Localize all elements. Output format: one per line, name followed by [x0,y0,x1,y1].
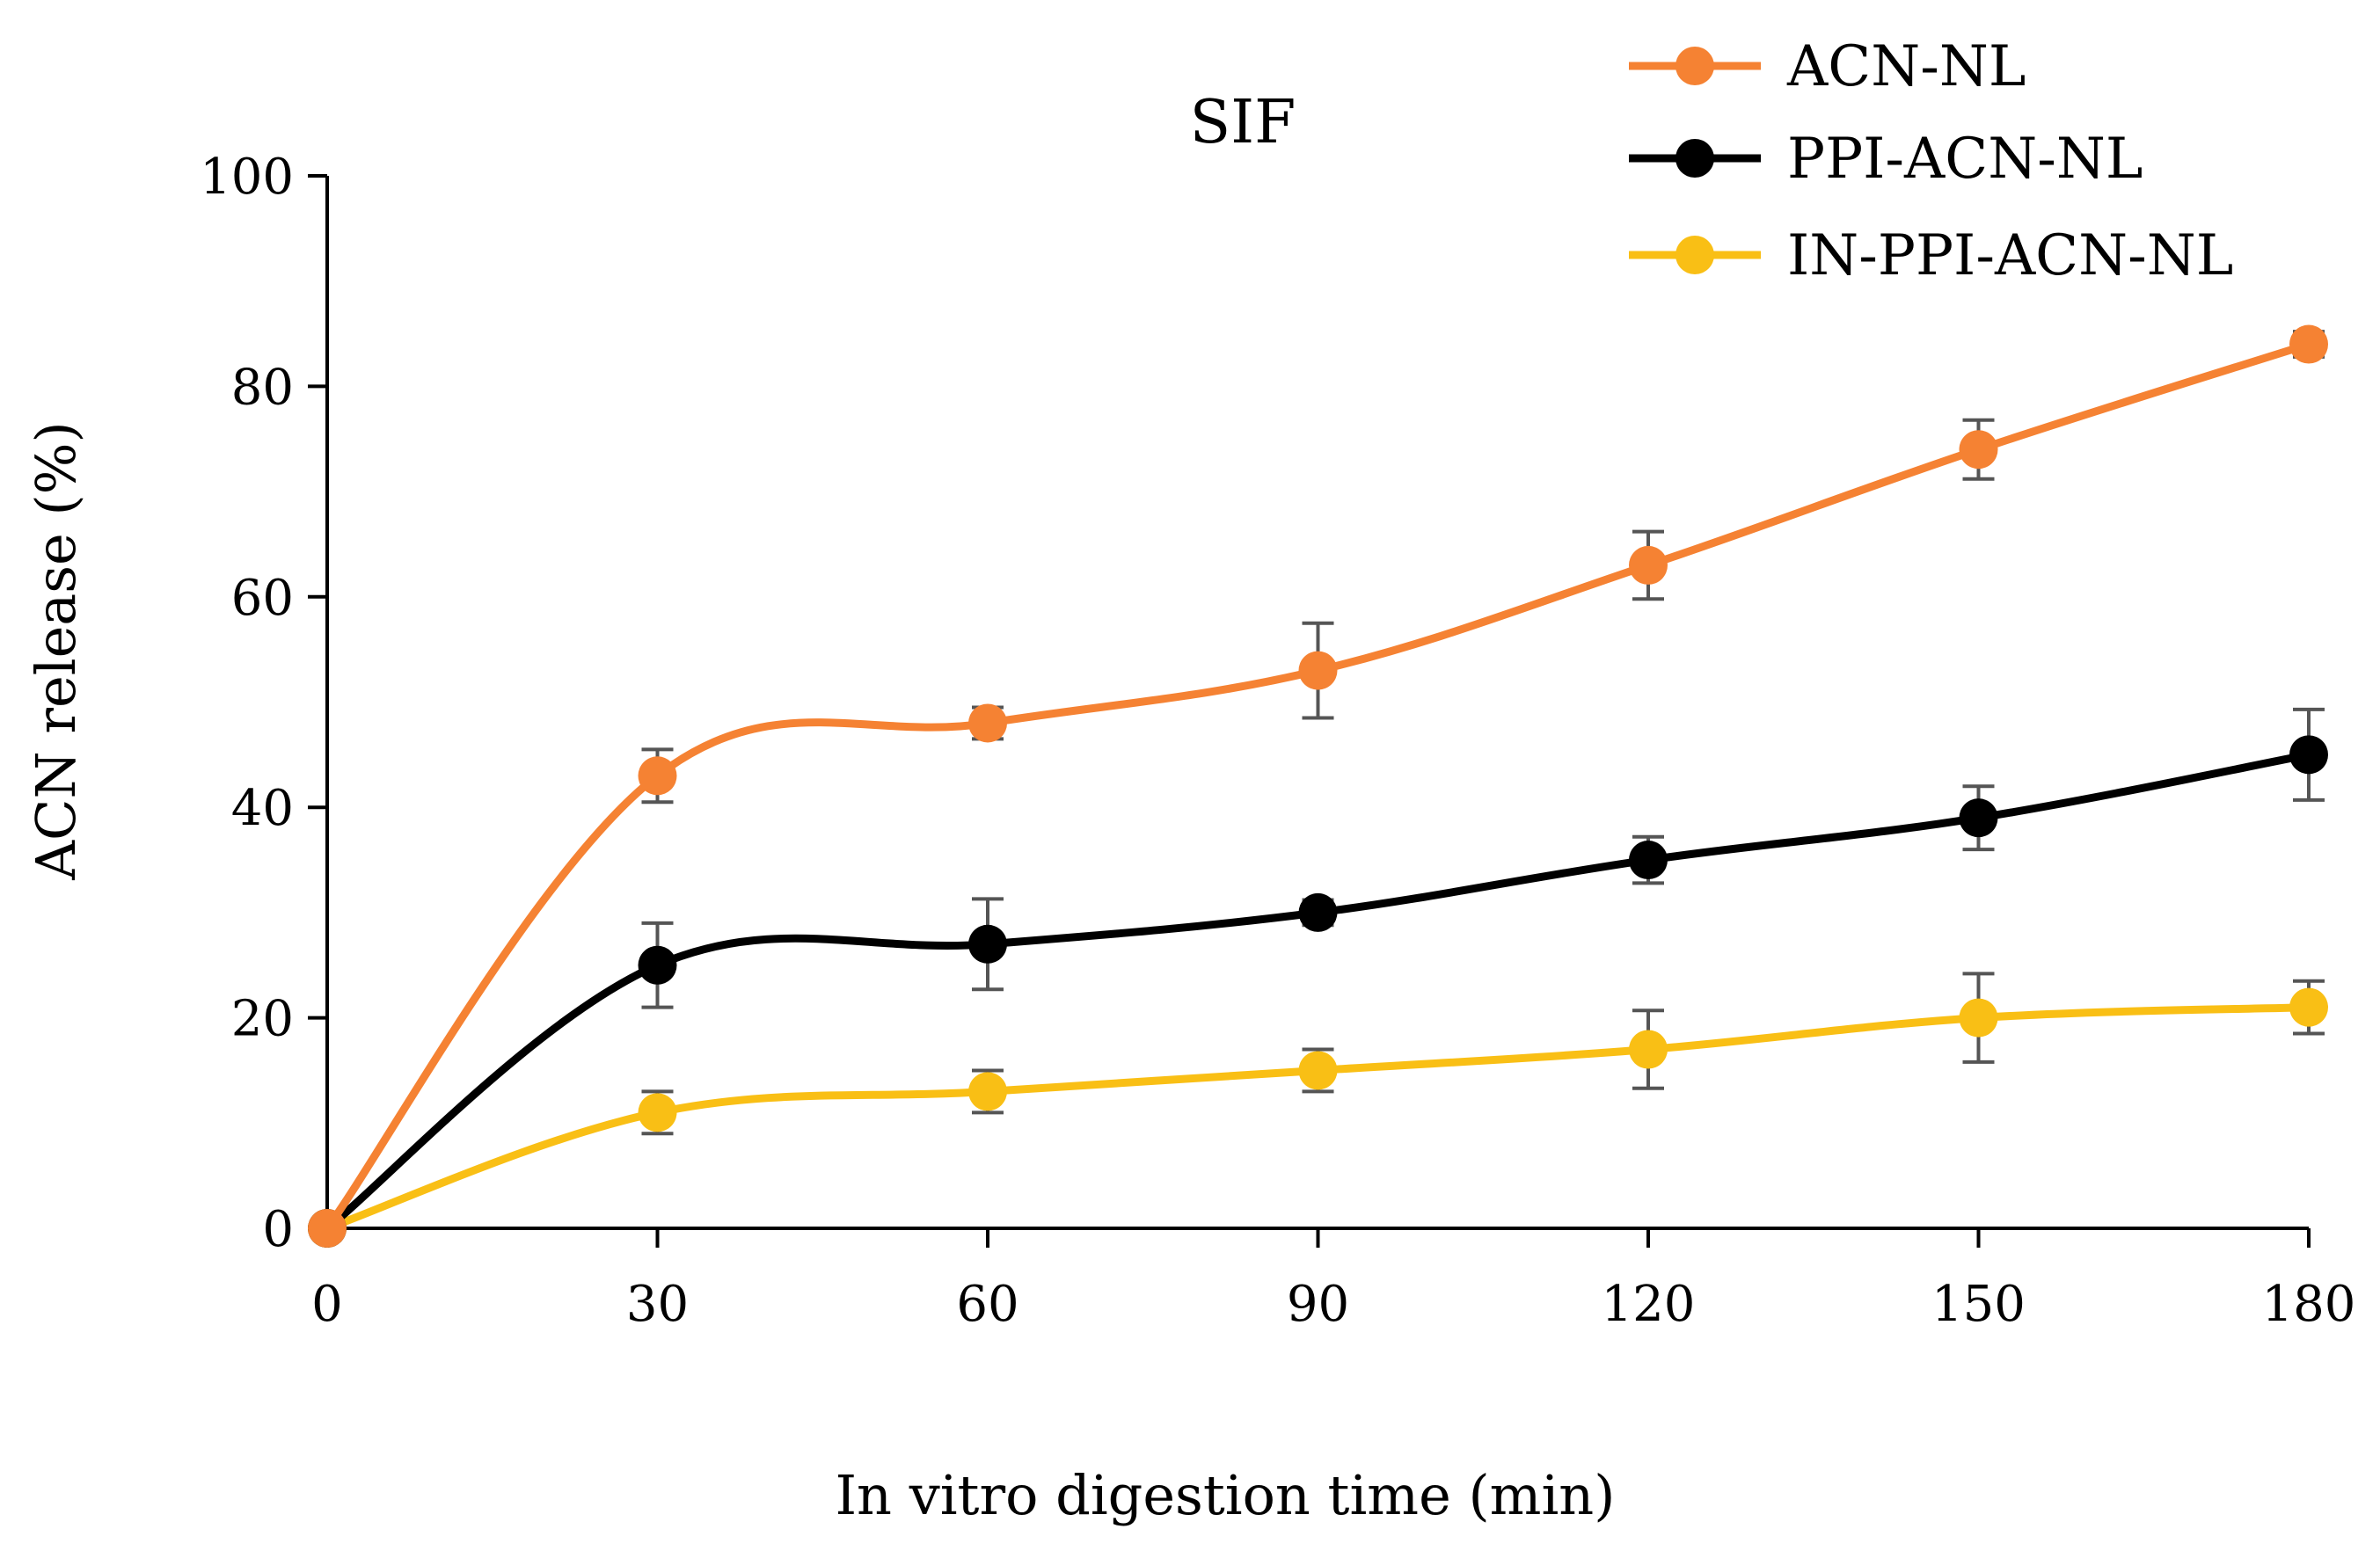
x-tick-label: 0 [311,1276,343,1333]
y-tick-label: 100 [200,149,294,206]
ticks: 0 20 40 60 80 100 0 30 60 90 120 150 180 [200,149,2355,1333]
y-tick-label: 0 [262,1201,294,1258]
data-point [1959,998,1998,1038]
y-tick-label: 40 [231,780,294,837]
data-point [638,1093,677,1132]
data-point [968,924,1007,964]
data-point [968,1072,1007,1111]
legend-label: ACN-NL [1786,34,2026,99]
x-tick-label: 150 [1931,1276,2026,1333]
series-line [325,750,2310,1232]
y-tick-label: 80 [231,359,294,416]
series-in-ppi-acn-nl [308,972,2328,1248]
series-acn-nl [308,324,2328,1248]
data-point [638,756,677,796]
legend-item-ppi-acn-nl: PPI-ACN-NL [1629,127,2143,192]
legend-item-in-ppi-acn-nl: IN-PPI-ACN-NL [1629,223,2233,288]
legend-swatch-marker [1675,47,1714,85]
legend-label: PPI-ACN-NL [1787,127,2143,192]
chart-title: SIF [1190,88,1296,157]
data-point [638,945,677,985]
data-point [2289,987,2328,1027]
x-tick-label: 60 [956,1276,1018,1333]
x-tick-label: 30 [626,1276,689,1333]
legend-swatch-marker [1675,139,1714,178]
x-tick-label: 180 [2262,1276,2356,1333]
data-point [1629,1030,1668,1069]
x-tick-label: 120 [1602,1276,1696,1333]
data-point [1298,1051,1338,1090]
data-point [1629,841,1668,880]
data-point [1298,892,1338,932]
legend-swatch-marker [1675,236,1714,274]
data-point [2289,735,2328,775]
data-point [1959,798,1998,838]
x-tick-label: 90 [1287,1276,1349,1333]
x-axis-title: In vitro digestion time (min) [836,1463,1616,1527]
y-axis-title: ACN release (%) [24,421,88,881]
data-point [1298,651,1338,690]
series-ppi-acn-nl [308,707,2328,1248]
series-line [325,1003,2310,1233]
legend-item-acn-nl: ACN-NL [1629,34,2026,99]
data-point [1629,545,1668,585]
data-point [2289,324,2328,364]
y-tick-label: 20 [231,991,294,1048]
data-point [1959,430,1998,470]
legend: ACN-NL PPI-ACN-NL IN-PPI-ACN-NL [1629,34,2233,288]
y-tick-label: 60 [231,570,294,627]
series-line [324,340,2311,1231]
data-point [968,703,1007,743]
data-point [308,1209,347,1248]
legend-label: IN-PPI-ACN-NL [1787,223,2233,288]
series-area [308,324,2328,1248]
